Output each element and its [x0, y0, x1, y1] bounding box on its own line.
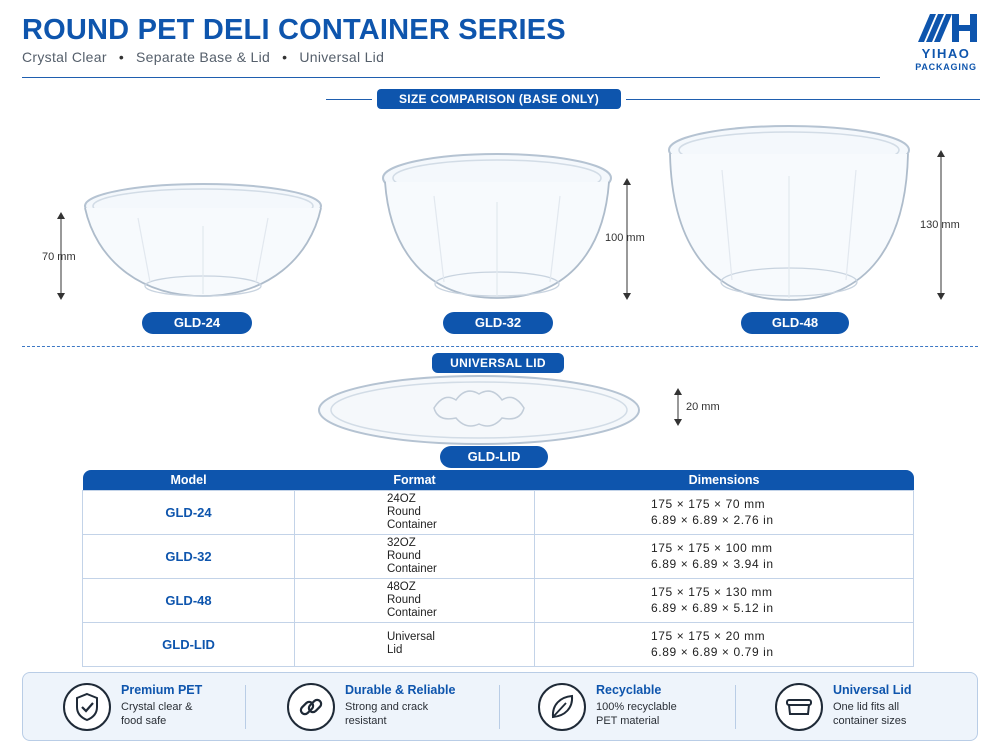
feature-divider — [499, 685, 500, 729]
feature-desc-line: Crystal clear & — [121, 701, 193, 713]
page-title: ROUND PET DELI CONTAINER SERIES — [22, 14, 566, 46]
dimensions-cell: 175 × 175 × 70 mm 6.89 × 6.89 × 2.76 in — [534, 489, 914, 535]
table-row: GLD-24 24OZ Round Container 175 × 175 × … — [82, 489, 914, 535]
model-badge: GLD-24 — [142, 312, 252, 334]
height-arrow-icon — [623, 178, 631, 300]
logo-subtitle: PACKAGING — [915, 62, 977, 72]
feature-desc-line: food safe — [121, 715, 167, 727]
model-badge: GLD-48 — [741, 312, 849, 334]
height-label: 100 mm — [605, 232, 645, 244]
page-subtitle: Crystal Clear • Separate Base & Lid • Univer… — [22, 49, 385, 65]
feature-divider — [245, 685, 246, 729]
features-panel: Premium PET Crystal clear & food safe Du… — [22, 672, 978, 741]
dimensions-cell: 175 × 175 × 130 mm 6.89 × 6.89 × 5.12 in — [534, 577, 914, 623]
feature-divider — [735, 685, 736, 729]
feature-desc-line: container sizes — [833, 715, 907, 727]
feature-desc-line: 100% recyclable — [596, 701, 677, 713]
dimensions-in: 6.89 × 6.89 × 3.94 in — [651, 557, 774, 571]
yihao-logo-icon — [918, 14, 977, 42]
format-line: 24OZ — [387, 492, 416, 505]
table-row: GLD-32 32OZ Round Container 175 × 175 × … — [82, 533, 914, 579]
section-label-universal-lid: UNIVERSAL LID — [432, 353, 564, 373]
column-header: Model — [82, 470, 295, 490]
header-divider — [22, 77, 880, 78]
dimensions-in: 6.89 × 6.89 × 2.76 in — [651, 513, 774, 527]
section-line — [626, 99, 980, 100]
logo-name: YIHAO — [921, 46, 971, 61]
subtitle-item: Universal Lid — [299, 49, 385, 65]
universal-lid-image — [318, 375, 640, 445]
feature-description: Crystal clear & food safe — [121, 700, 193, 728]
height-arrow-icon — [57, 212, 65, 300]
subtitle-item: Separate Base & Lid — [136, 49, 271, 65]
feature-premium-pet: Premium PET Crystal clear & food safe — [63, 673, 263, 742]
section-line — [326, 99, 372, 100]
dimensions-in: 6.89 × 6.89 × 5.12 in — [651, 601, 774, 615]
height-arrow-icon — [937, 150, 945, 300]
chain-link-icon — [287, 683, 335, 731]
format-cell: 32OZ Round Container — [294, 533, 535, 579]
format-line: Container — [387, 606, 437, 619]
feature-title: Universal Lid — [833, 683, 912, 697]
height-label: 20 mm — [686, 401, 720, 413]
model-badge: GLD-32 — [443, 312, 553, 334]
format-line: Container — [387, 562, 437, 575]
feature-title: Premium PET — [121, 683, 203, 697]
table-row: GLD-48 48OZ Round Container 175 × 175 × … — [82, 577, 914, 623]
feature-durable: Durable & Reliable Strong and crack resi… — [287, 673, 487, 742]
format-line: Lid — [387, 644, 403, 656]
dimensions-mm: 175 × 175 × 20 mm — [651, 629, 766, 643]
format-line: Round — [387, 505, 421, 518]
format-cell: 24OZ Round Container — [294, 489, 535, 535]
model-cell: GLD-LID — [82, 621, 295, 667]
format-line: 48OZ — [387, 580, 416, 593]
bowl-gld-48-image — [668, 125, 910, 301]
column-header: Format — [294, 470, 535, 490]
section-divider — [22, 346, 978, 347]
feature-description: One lid fits all container sizes — [833, 700, 906, 728]
container-icon — [775, 683, 823, 731]
format-line: Universal — [387, 631, 435, 643]
dimensions-in: 6.89 × 6.89 × 0.79 in — [651, 645, 774, 659]
feature-title: Durable & Reliable — [345, 683, 456, 697]
format-line: 32OZ — [387, 536, 416, 549]
bowl-gld-24-image — [84, 183, 322, 297]
height-label: 130 mm — [920, 219, 960, 231]
section-label-size-comparison: SIZE COMPARISON (BASE ONLY) — [377, 89, 621, 109]
dimensions-cell: 175 × 175 × 20 mm 6.89 × 6.89 × 0.79 in — [534, 621, 914, 667]
model-cell: GLD-24 — [82, 489, 295, 535]
bowl-gld-32-image — [382, 153, 612, 299]
format-line: Round — [387, 593, 421, 606]
model-cell: GLD-48 — [82, 577, 295, 623]
subtitle-item: Crystal Clear — [22, 49, 107, 65]
shield-check-icon — [63, 683, 111, 731]
format-cell: Universal Lid — [294, 621, 535, 667]
feature-desc-line: Strong and crack — [345, 701, 429, 713]
feature-description: 100% recyclable PET material — [596, 700, 677, 728]
dimensions-mm: 175 × 175 × 130 mm — [651, 585, 773, 599]
feature-title: Recyclable — [596, 683, 662, 697]
column-header: Dimensions — [534, 470, 914, 490]
feature-universal-lid: Universal Lid One lid fits all container… — [775, 673, 975, 742]
height-arrow-icon — [674, 388, 682, 426]
format-line: Round — [387, 549, 421, 562]
dimensions-cell: 175 × 175 × 100 mm 6.89 × 6.89 × 3.94 in — [534, 533, 914, 579]
feature-desc-line: One lid fits all — [833, 701, 900, 713]
model-badge: GLD-LID — [440, 446, 548, 468]
feature-description: Strong and crack resistant — [345, 700, 428, 728]
height-label: 70 mm — [42, 251, 76, 263]
table-row: GLD-LID Universal Lid 175 × 175 × 20 mm … — [82, 621, 914, 667]
model-cell: GLD-32 — [82, 533, 295, 579]
spec-table: Model Format Dimensions GLD-24 24OZ Roun… — [82, 470, 914, 667]
format-line: Container — [387, 518, 437, 531]
format-cell: 48OZ Round Container — [294, 577, 535, 623]
feature-desc-line: resistant — [345, 715, 387, 727]
dimensions-mm: 175 × 175 × 70 mm — [651, 497, 766, 511]
leaf-icon — [538, 683, 586, 731]
feature-recyclable: Recyclable 100% recyclable PET material — [538, 673, 738, 742]
feature-desc-line: PET material — [596, 715, 660, 727]
dimensions-mm: 175 × 175 × 100 mm — [651, 541, 773, 555]
